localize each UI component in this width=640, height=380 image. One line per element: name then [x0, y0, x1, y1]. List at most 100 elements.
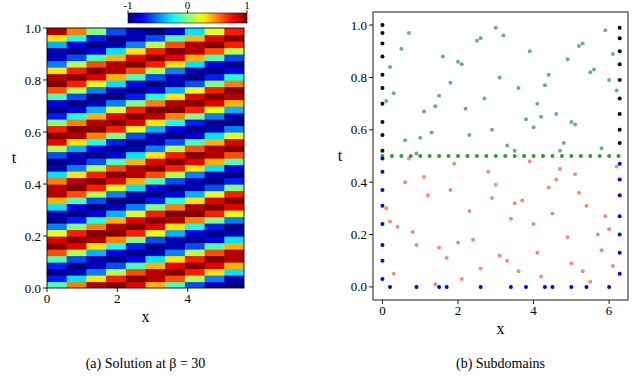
heatmap-cell [47, 158, 67, 165]
heatmap-cell [185, 243, 205, 250]
heatmap-cell [106, 106, 126, 113]
heatmap-cell [205, 67, 225, 74]
heatmap-cell [165, 28, 185, 35]
heatmap-cell [106, 87, 126, 94]
scatter-point [505, 144, 509, 148]
heatmap-cell [165, 80, 185, 87]
scatter-point [448, 188, 452, 192]
heatmap-cell [86, 230, 106, 237]
heatmap-cell [47, 74, 67, 81]
heatmap-cell [146, 275, 166, 282]
scatter-point [490, 196, 494, 200]
heatmap-cell [67, 61, 87, 68]
y-tick [369, 77, 373, 78]
heatmap-cell [86, 126, 106, 133]
scatter-point [598, 154, 602, 158]
heatmap-cell [86, 106, 106, 113]
heatmap-cell [106, 191, 126, 198]
heatmap-cell [126, 236, 146, 243]
heatmap-cell [205, 249, 225, 256]
y-tick [43, 80, 47, 81]
heatmap-cell [185, 171, 205, 178]
heatmap-cell [47, 178, 67, 185]
y-tick [43, 236, 47, 237]
heatmap-cell [205, 269, 225, 276]
heatmap-cell [205, 61, 225, 68]
heatmap-cell [67, 35, 87, 42]
heatmap-cell [185, 236, 205, 243]
heatmap-cell [106, 80, 126, 87]
heatmap-cell [165, 100, 185, 107]
heatmap-cell [165, 210, 185, 217]
heatmap-cell [126, 41, 146, 48]
heatmap-cell [185, 126, 205, 133]
y-tick-label: 1.0 [25, 21, 41, 36]
heatmap-cell [146, 184, 166, 191]
scatter-point [516, 269, 520, 273]
heatmap-cell [86, 191, 106, 198]
scatter-series [380, 23, 621, 153]
heatmap-cell [165, 145, 185, 152]
heatmap-cell [106, 158, 126, 165]
heatmap-cell [126, 145, 146, 152]
heatmap-cell [86, 145, 106, 152]
heatmap-cell [126, 197, 146, 204]
heatmap-cell [126, 256, 146, 263]
heatmap-cell [224, 236, 244, 243]
heatmap-cell [224, 126, 244, 133]
heatmap-cell [185, 256, 205, 263]
heatmap-cell [185, 152, 205, 159]
scatter-point [426, 193, 430, 197]
heatmap-cell [47, 204, 67, 211]
heatmap-cell [67, 126, 87, 133]
heatmap-cell [47, 61, 67, 68]
heatmap-cell [67, 243, 87, 250]
scatter-point [573, 123, 577, 127]
heatmap-cell [126, 152, 146, 159]
colorbar-tick-label: -1 [123, 0, 132, 11]
heatmap-cell [67, 158, 87, 165]
heatmap-cell [67, 249, 87, 256]
heatmap-cell [47, 132, 67, 139]
heatmap-cell [205, 236, 225, 243]
heatmap-cell [205, 145, 225, 152]
heatmap-cell [106, 35, 126, 42]
y-tick-label: 0.0 [25, 281, 41, 296]
scatter-point [618, 178, 622, 182]
heatmap-cell [165, 223, 185, 230]
x-tick-label: 4 [184, 291, 191, 306]
heatmap-cell [205, 204, 225, 211]
heatmap-cell [106, 74, 126, 81]
heatmap-cell [47, 100, 67, 107]
heatmap-cell [86, 80, 106, 87]
heatmap-cell [86, 217, 106, 224]
scatter-point [433, 104, 437, 108]
scatter-point [618, 26, 622, 30]
heatmap-cell [185, 48, 205, 55]
heatmap-cell [165, 191, 185, 198]
y-tick-label: 0.8 [25, 73, 41, 88]
heatmap-cell [126, 80, 146, 87]
heatmap-cell [67, 106, 87, 113]
heatmap-cell [126, 28, 146, 35]
heatmap-cell [106, 217, 126, 224]
heatmap-cell [86, 223, 106, 230]
heatmap-cell [67, 217, 87, 224]
heatmap-cell [126, 67, 146, 74]
heatmap-cell [146, 106, 166, 113]
heatmap-cell [126, 139, 146, 146]
scatter-point [456, 154, 460, 158]
x-tick-label: 0 [379, 303, 386, 318]
scatter-point [479, 285, 483, 289]
heatmap-cell [106, 100, 126, 107]
heatmap-cell [47, 67, 67, 74]
heatmap-cell [146, 282, 166, 289]
scatter-point [566, 57, 570, 61]
heatmap-cell [224, 61, 244, 68]
heatmap-cell [106, 93, 126, 100]
scatter-point [618, 272, 622, 276]
heatmap-cell [165, 204, 185, 211]
heatmap-cell [106, 249, 126, 256]
heatmap-cell [126, 184, 146, 191]
scatter-point [569, 120, 573, 124]
